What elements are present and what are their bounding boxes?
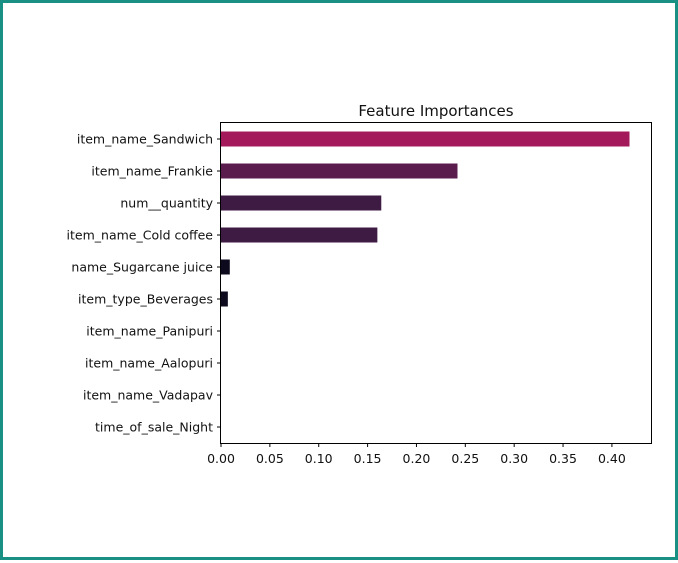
y-tick-label: num__quantity [120, 196, 213, 211]
y-tick-label: item_name_Aalopuri [85, 356, 213, 371]
plot-area-frame [220, 122, 652, 444]
y-tick-label: time_of_sale_Night [95, 420, 213, 435]
y-tick-label: item_name_Sandwich [77, 132, 213, 147]
y-tick-label: item_name_Vadapav [83, 388, 214, 403]
x-tick-label: 0.15 [354, 451, 382, 466]
x-ticks: 0.00 0.05 0.10 0.15 0.20 0.25 0.30 0.35 0.40 [207, 443, 626, 466]
bar-5 [221, 291, 228, 307]
bar-0 [221, 131, 630, 147]
bar-4 [221, 259, 230, 275]
bars-group [221, 131, 630, 307]
x-tick-label: 0.35 [549, 451, 577, 466]
y-tick-labels: item_name_Sandwich item_name_Frankie num__… [67, 132, 221, 435]
x-tick-label: 0.10 [305, 451, 333, 466]
bar-3 [221, 227, 378, 243]
y-tick-label: name_Sugarcane juice [71, 260, 213, 275]
y-tick-label: item_type_Beverages [78, 292, 213, 307]
bar-2 [221, 195, 382, 211]
x-tick-label: 0.25 [451, 451, 479, 466]
y-tick-label: item_name_Cold coffee [67, 228, 214, 243]
x-tick-label: 0.00 [207, 451, 235, 466]
y-tick-label: item_name_Panipuri [86, 324, 213, 339]
y-tick-label: item_name_Frankie [91, 164, 213, 179]
chart-title: Feature Importances [358, 102, 513, 120]
x-tick-label: 0.40 [598, 451, 626, 466]
bar-1 [221, 163, 458, 179]
x-tick-label: 0.05 [256, 451, 284, 466]
x-tick-label: 0.20 [403, 451, 431, 466]
feature-importance-chart: Feature Importances item_name_Sandwichit… [67, 102, 652, 466]
x-tick-label: 0.30 [500, 451, 528, 466]
